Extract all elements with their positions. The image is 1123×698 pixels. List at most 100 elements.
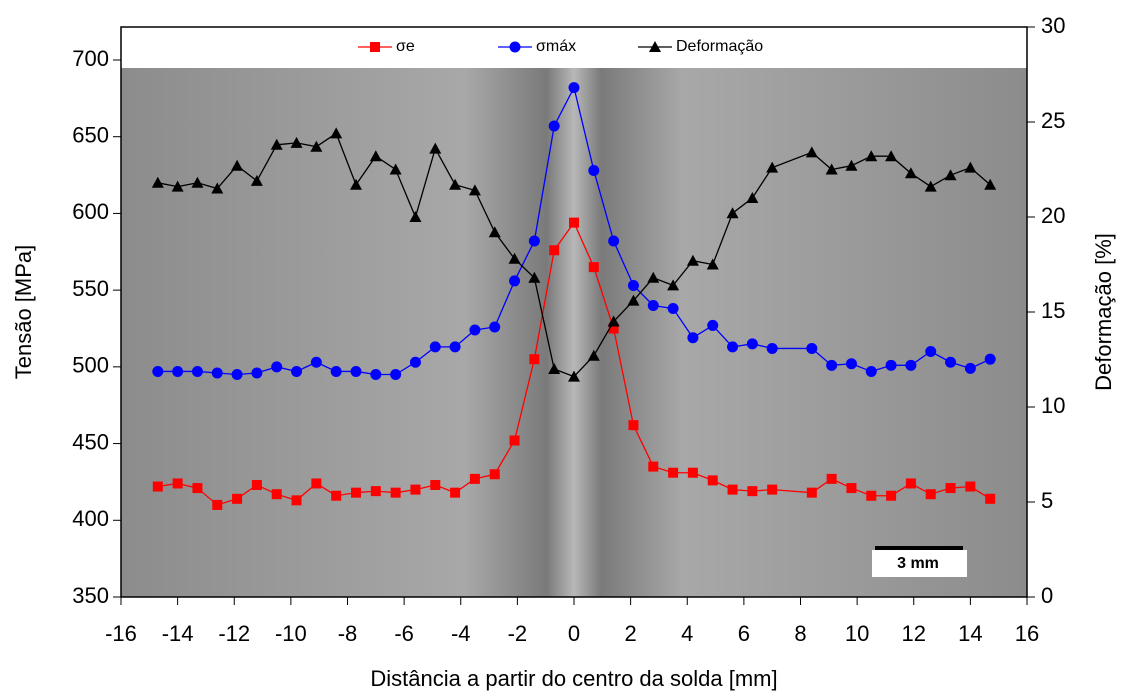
- marker: [686, 254, 699, 266]
- y-axis-label: Tensão [MPa]: [11, 245, 36, 380]
- marker: [548, 120, 560, 132]
- y-tick-label: 550: [72, 276, 109, 301]
- marker: [390, 487, 401, 498]
- marker: [667, 303, 679, 315]
- marker: [271, 361, 283, 373]
- marker: [607, 315, 620, 327]
- marker: [251, 479, 262, 490]
- marker: [290, 136, 303, 148]
- marker: [489, 469, 500, 480]
- x-tick-label: -16: [105, 621, 137, 646]
- marker: [965, 481, 976, 492]
- x-tick-label: -14: [162, 621, 194, 646]
- marker: [648, 461, 659, 472]
- marker: [667, 279, 680, 291]
- x-tick-label: 16: [1015, 621, 1039, 646]
- marker: [568, 370, 580, 382]
- x-tick-label: 2: [625, 621, 637, 646]
- marker: [845, 159, 858, 171]
- y2-tick-label: 15: [1041, 298, 1065, 323]
- marker: [826, 359, 838, 371]
- marker: [806, 342, 818, 354]
- x-tick-label: 6: [738, 621, 750, 646]
- marker: [925, 346, 937, 358]
- y2-tick-label: 10: [1041, 393, 1065, 418]
- marker: [450, 487, 461, 498]
- x-tick-label: -4: [451, 621, 471, 646]
- marker: [350, 365, 362, 377]
- y2-tick-label: 30: [1041, 13, 1065, 38]
- y-tick-label: 500: [72, 353, 109, 378]
- marker: [865, 150, 878, 162]
- marker: [389, 163, 402, 175]
- x-tick-label: 4: [681, 621, 693, 646]
- x-tick-label: -2: [508, 621, 528, 646]
- y-tick-label: 700: [72, 46, 109, 71]
- marker: [766, 161, 779, 173]
- marker: [528, 271, 541, 283]
- marker: [647, 271, 660, 283]
- marker: [489, 321, 501, 333]
- marker: [904, 167, 917, 179]
- marker: [469, 324, 481, 336]
- marker: [509, 435, 520, 446]
- marker: [468, 184, 481, 196]
- y-tick-label: 350: [72, 583, 109, 608]
- marker: [251, 367, 263, 379]
- x-tick-label: 8: [794, 621, 806, 646]
- marker: [212, 499, 223, 510]
- marker: [350, 487, 361, 498]
- marker: [885, 359, 897, 371]
- marker: [331, 490, 342, 501]
- marker: [291, 365, 303, 377]
- x-tick-label: -12: [218, 621, 250, 646]
- x-tick-label: 0: [568, 621, 580, 646]
- marker: [509, 41, 521, 53]
- marker: [488, 226, 501, 238]
- x-tick-label: -6: [394, 621, 414, 646]
- marker: [608, 235, 620, 247]
- marker: [905, 478, 916, 489]
- marker: [370, 369, 382, 381]
- marker: [608, 323, 619, 334]
- marker: [449, 178, 462, 190]
- marker: [588, 164, 600, 176]
- marker: [806, 487, 817, 498]
- marker: [370, 486, 381, 497]
- y2-tick-label: 25: [1041, 108, 1065, 133]
- marker: [826, 473, 837, 484]
- marker: [172, 365, 184, 377]
- marker: [569, 217, 579, 228]
- y-tick-label: 650: [72, 123, 109, 148]
- marker: [865, 365, 877, 377]
- x-axis-label: Distância a partir do centro da solda [m…: [370, 666, 777, 691]
- marker: [647, 299, 659, 311]
- marker: [430, 479, 441, 490]
- marker: [925, 489, 936, 500]
- marker: [151, 176, 164, 188]
- marker: [588, 262, 599, 273]
- marker: [687, 332, 699, 344]
- marker: [152, 365, 164, 377]
- marker: [727, 341, 739, 353]
- marker: [390, 369, 402, 381]
- x-tick-label: 14: [958, 621, 982, 646]
- marker: [984, 178, 997, 190]
- marker: [310, 140, 323, 152]
- marker: [767, 484, 778, 495]
- marker: [548, 363, 561, 374]
- marker: [529, 354, 540, 365]
- legend-label: σe: [396, 38, 415, 55]
- y-tick-label: 400: [72, 506, 109, 531]
- marker: [171, 180, 184, 192]
- marker: [330, 127, 343, 139]
- marker: [985, 493, 996, 504]
- marker: [707, 319, 719, 331]
- micrograph: [121, 68, 1027, 597]
- marker: [231, 369, 243, 381]
- y2-tick-label: 5: [1041, 488, 1053, 513]
- marker: [232, 493, 243, 504]
- marker: [668, 467, 679, 478]
- marker: [409, 211, 422, 222]
- marker: [964, 161, 977, 173]
